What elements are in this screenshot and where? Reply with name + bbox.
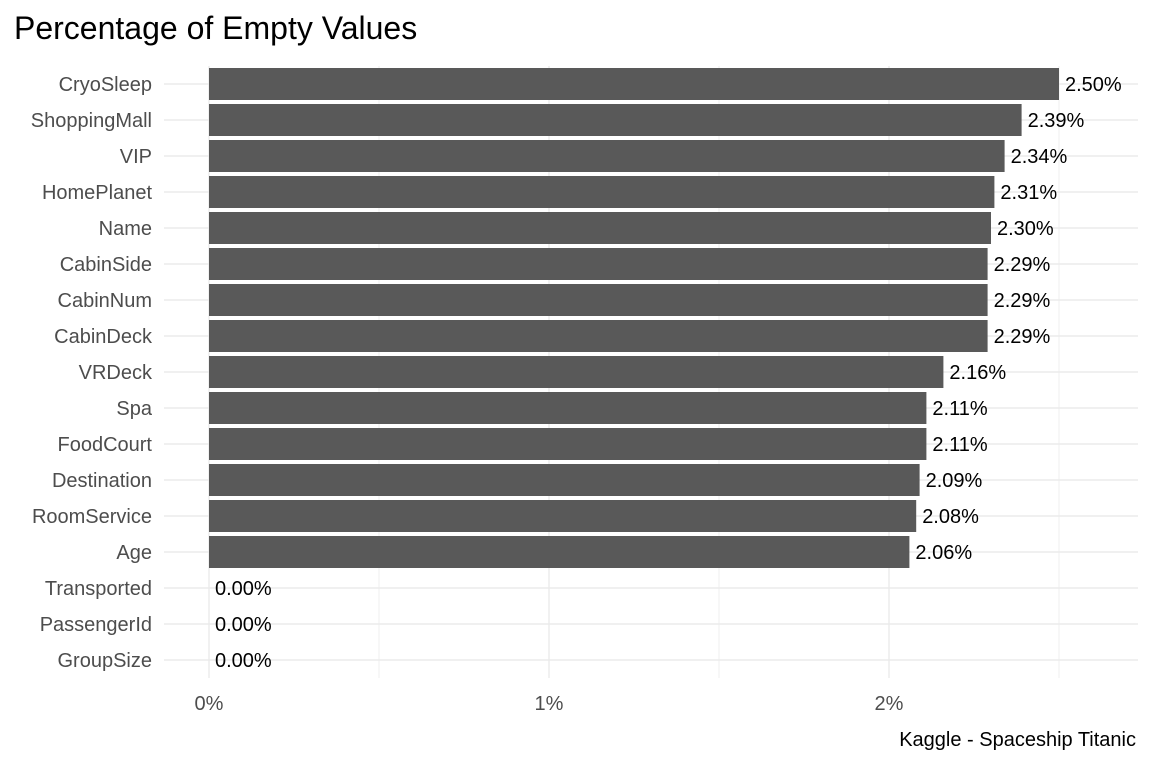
y-tick-label-groupsize: GroupSize <box>58 650 153 672</box>
y-axis-labels: CryoSleep ShoppingMall VIP HomePlanet Name Ca… <box>31 74 153 672</box>
data-label-cabindeck: 2.29% <box>994 326 1051 348</box>
data-label-destination: 2.09% <box>926 470 983 492</box>
y-tick-label-cabinnum: CabinNum <box>58 290 152 312</box>
data-label-cabinnum: 2.29% <box>994 290 1051 312</box>
x-tick-label: 2% <box>875 693 904 715</box>
data-label-vrdeck: 2.16% <box>949 362 1006 384</box>
data-label-transported: 0.00% <box>215 578 272 600</box>
bar-vip <box>209 140 1005 172</box>
y-tick-label-homeplanet: HomePlanet <box>42 182 153 204</box>
bar-cabindeck <box>209 320 988 352</box>
chart-caption: Kaggle - Spaceship Titanic <box>899 729 1136 751</box>
bar-destination <box>209 464 920 496</box>
bar-roomservice <box>209 500 917 532</box>
y-tick-label-transported: Transported <box>45 578 152 600</box>
y-tick-label-shoppingmall: ShoppingMall <box>31 110 152 132</box>
bars <box>209 68 1059 568</box>
bar-cabinside <box>209 248 988 280</box>
y-tick-label-cabinside: CabinSide <box>60 254 152 276</box>
y-tick-label-vip: VIP <box>120 146 152 168</box>
y-tick-label-destination: Destination <box>52 470 152 492</box>
data-label-homeplanet: 2.31% <box>1000 182 1057 204</box>
data-labels: 2.50% 2.39% 2.34% 2.31% 2.30% 2.29% 2.29% 2.29%… <box>215 74 1122 672</box>
y-tick-label-foodcourt: FoodCourt <box>58 434 153 456</box>
bar-shoppingmall <box>209 104 1022 136</box>
y-tick-label-passengerid: PassengerId <box>40 614 152 636</box>
data-label-shoppingmall: 2.39% <box>1028 110 1085 132</box>
x-tick-label: 0% <box>195 693 224 715</box>
bar-age <box>209 536 910 568</box>
data-label-vip: 2.34% <box>1011 146 1068 168</box>
data-label-name: 2.30% <box>997 218 1054 240</box>
bar-name <box>209 212 991 244</box>
y-tick-label-age: Age <box>116 542 152 564</box>
y-tick-label-name: Name <box>99 218 152 240</box>
data-label-cryosleep: 2.50% <box>1065 74 1122 96</box>
data-label-spa: 2.11% <box>932 398 987 420</box>
y-tick-label-cabindeck: CabinDeck <box>54 326 153 348</box>
data-label-foodcourt: 2.11% <box>932 434 987 456</box>
x-axis-labels: 0% 1% 2% <box>195 693 904 715</box>
bar-homeplanet <box>209 176 995 208</box>
y-tick-label-roomservice: RoomService <box>32 506 152 528</box>
chart-title: Percentage of Empty Values <box>14 10 418 46</box>
bar-cryosleep <box>209 68 1059 100</box>
bar-vrdeck <box>209 356 944 388</box>
y-tick-label-vrdeck: VRDeck <box>79 362 153 384</box>
bar-foodcourt <box>209 428 927 460</box>
data-label-age: 2.06% <box>915 542 972 564</box>
data-label-groupsize: 0.00% <box>215 650 272 672</box>
y-tick-label-cryosleep: CryoSleep <box>59 74 152 96</box>
bar-cabinnum <box>209 284 988 316</box>
data-label-passengerid: 0.00% <box>215 614 272 636</box>
data-label-roomservice: 2.08% <box>922 506 979 528</box>
y-tick-label-spa: Spa <box>116 398 152 420</box>
bar-spa <box>209 392 927 424</box>
data-label-cabinside: 2.29% <box>994 254 1051 276</box>
x-tick-label: 1% <box>535 693 564 715</box>
